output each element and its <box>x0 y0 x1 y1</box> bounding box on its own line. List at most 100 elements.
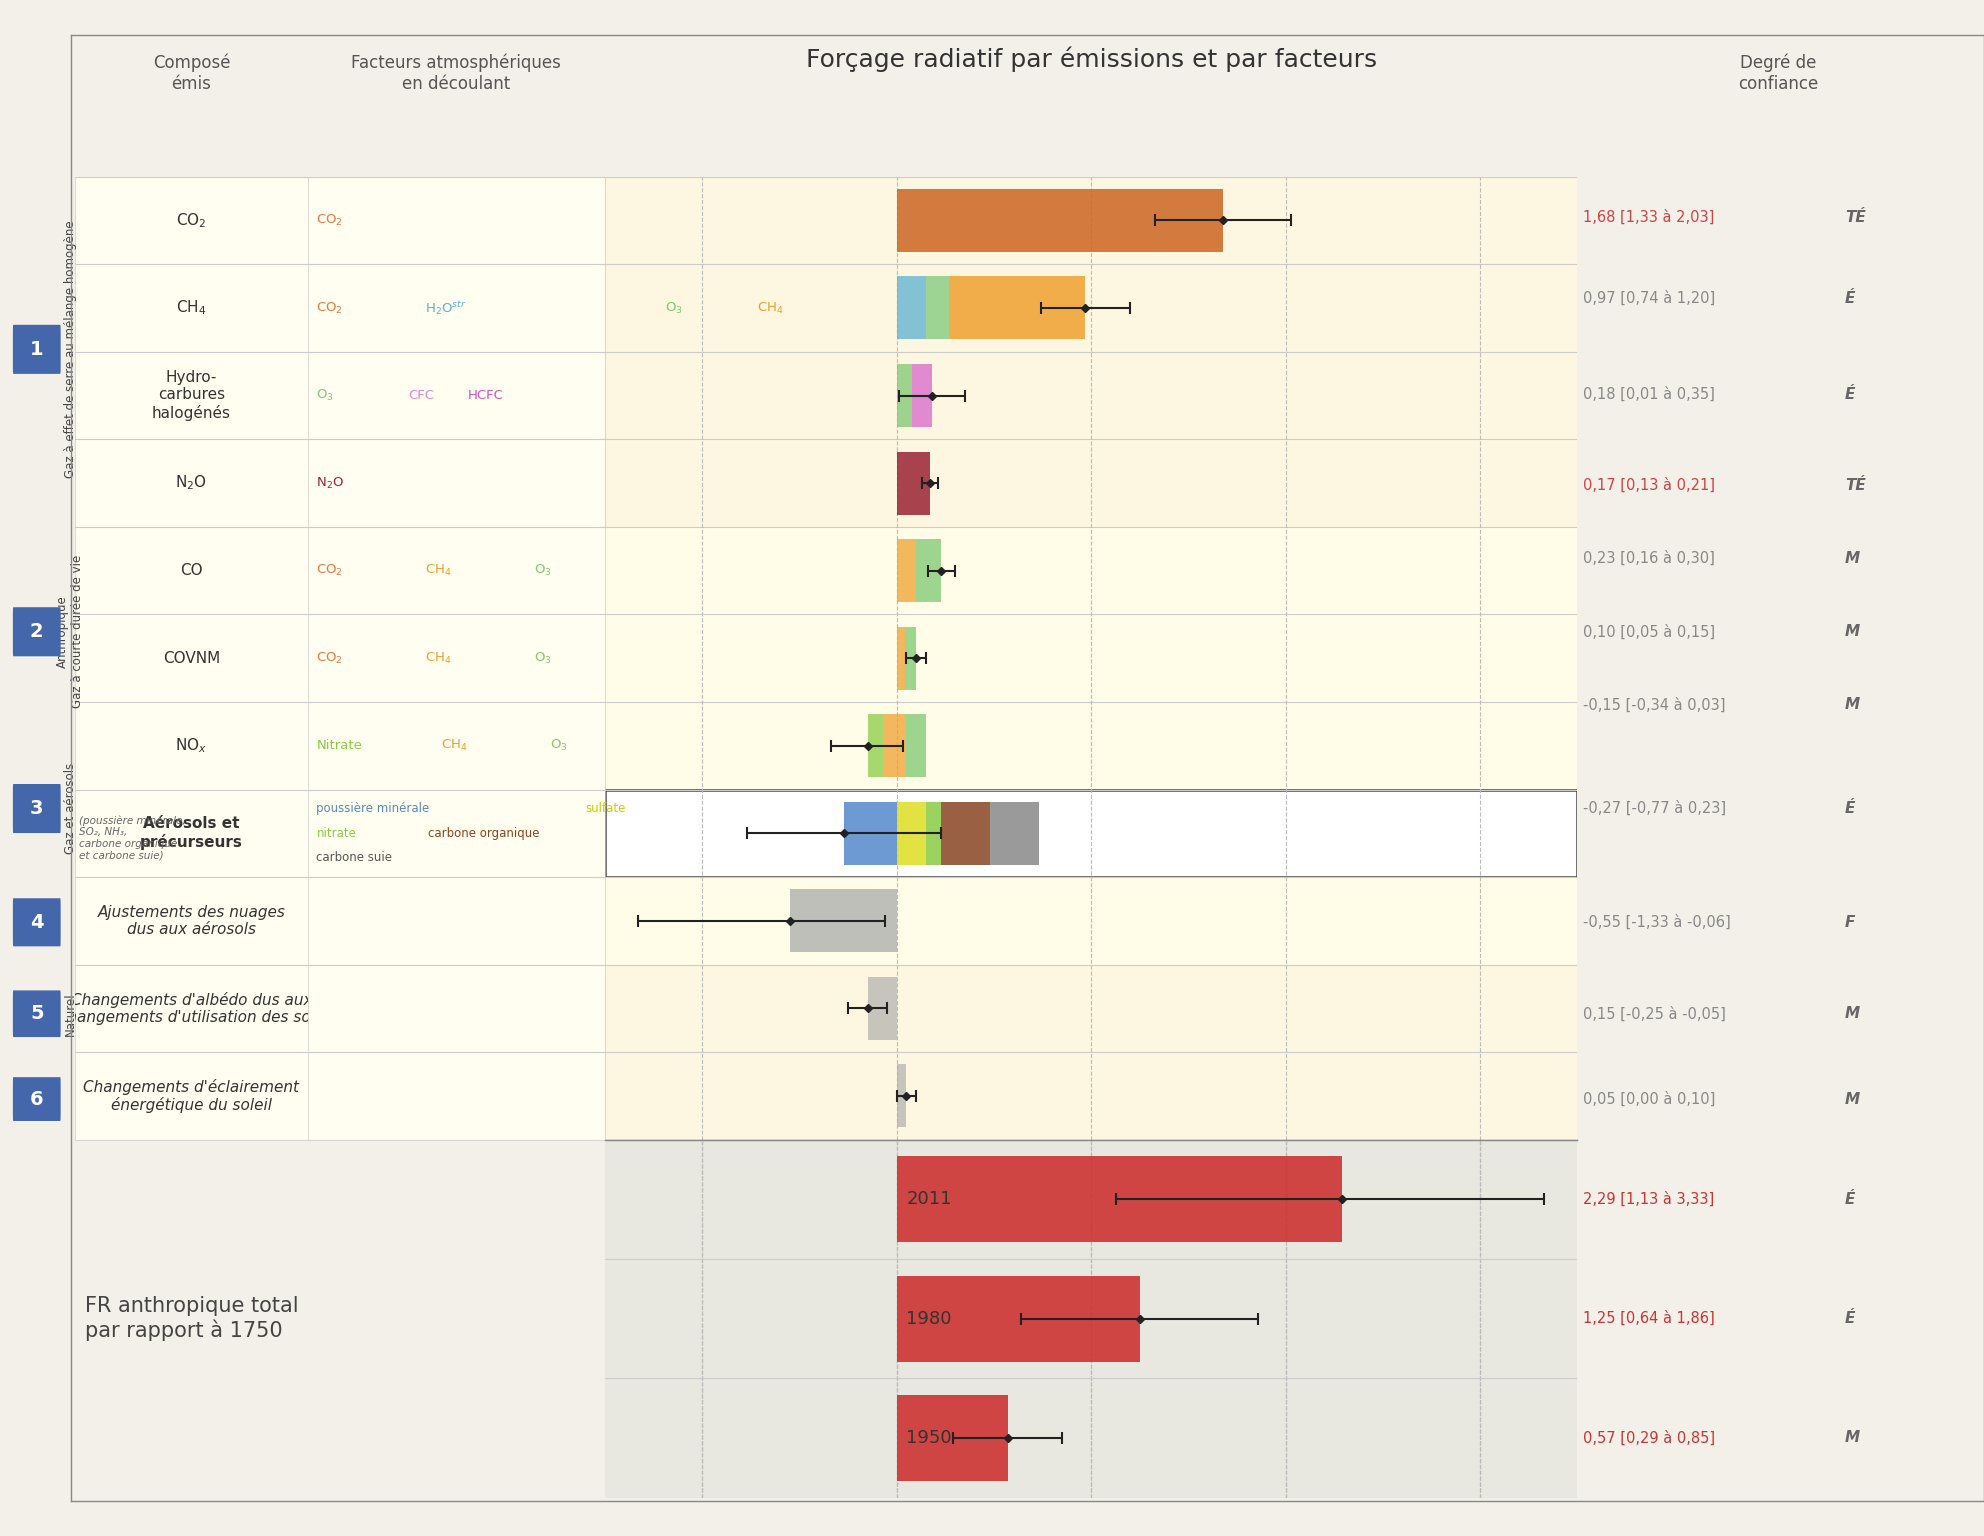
Bar <box>605 702 1577 790</box>
Text: 1980: 1980 <box>907 1310 952 1327</box>
Bar <box>927 276 948 339</box>
Text: 6: 6 <box>30 1089 44 1109</box>
Text: Degré de
confiance: Degré de confiance <box>1738 54 1819 94</box>
Bar <box>897 276 927 339</box>
Bar <box>913 364 932 427</box>
Text: 0,97 [0,74 à 1,20]: 0,97 [0,74 à 1,20] <box>1583 290 1716 306</box>
Text: F: F <box>1845 915 1855 929</box>
Text: Changements d'éclairement
énergétique du soleil: Changements d'éclairement énergétique du… <box>83 1078 300 1114</box>
Text: 0,23 [0,16 à 0,30]: 0,23 [0,16 à 0,30] <box>1583 551 1714 567</box>
Text: Gaz et aérosols: Gaz et aérosols <box>63 763 77 854</box>
Text: 0,15 [-0,25 à -0,05]: 0,15 [-0,25 à -0,05] <box>1583 1006 1726 1021</box>
Bar <box>790 889 897 952</box>
Text: sulfate: sulfate <box>585 802 625 816</box>
Text: H$_2$O$^{str}$: H$_2$O$^{str}$ <box>425 300 466 316</box>
FancyBboxPatch shape <box>12 991 62 1037</box>
Text: Gaz à effet de serre au mélange homogène: Gaz à effet de serre au mélange homogène <box>63 221 77 478</box>
FancyBboxPatch shape <box>12 899 62 946</box>
Text: O$_3$: O$_3$ <box>665 301 682 315</box>
Text: COVNM: COVNM <box>163 651 220 665</box>
Bar <box>917 539 942 602</box>
Text: NO$_x$: NO$_x$ <box>175 736 208 756</box>
Text: M: M <box>1845 1092 1861 1106</box>
Text: TÉ: TÉ <box>1845 210 1865 224</box>
Text: M: M <box>1845 1006 1861 1021</box>
Text: CH$_4$: CH$_4$ <box>425 564 452 578</box>
Text: 0,10 [0,05 à 0,15]: 0,10 [0,05 à 0,15] <box>1583 624 1716 639</box>
Text: TÉ: TÉ <box>1845 478 1865 493</box>
Text: carbone organique: carbone organique <box>429 826 540 840</box>
Bar <box>897 364 913 427</box>
FancyBboxPatch shape <box>12 324 62 373</box>
Text: CO$_2$: CO$_2$ <box>315 301 343 315</box>
Bar <box>927 802 942 865</box>
Bar <box>897 189 1224 252</box>
Text: CH$_4$: CH$_4$ <box>425 651 452 665</box>
Bar <box>942 802 990 865</box>
Bar <box>905 627 917 690</box>
Text: O$_3$: O$_3$ <box>534 651 552 665</box>
Text: É: É <box>1845 802 1855 816</box>
Text: É: É <box>1845 1192 1855 1207</box>
Bar <box>605 527 1577 614</box>
FancyBboxPatch shape <box>12 607 62 656</box>
Bar <box>883 714 907 777</box>
Text: CFC: CFC <box>409 389 434 402</box>
Text: N$_2$O: N$_2$O <box>315 476 345 490</box>
Text: Naturel: Naturel <box>63 992 77 1035</box>
Text: 0,05 [0,00 à 0,10]: 0,05 [0,00 à 0,10] <box>1583 1092 1716 1106</box>
Bar <box>897 802 927 865</box>
Text: Nitrate: Nitrate <box>315 739 363 753</box>
Text: É: É <box>1845 1312 1855 1326</box>
Text: É: É <box>1845 387 1855 401</box>
Text: 0,57 [0,29 à 0,85]: 0,57 [0,29 à 0,85] <box>1583 1430 1716 1445</box>
Text: M: M <box>1845 697 1861 713</box>
Text: 2,29 [1,13 à 3,33]: 2,29 [1,13 à 3,33] <box>1583 1192 1714 1207</box>
Text: (poussière minérale,
SO₂, NH₃,
carbone organique
et carbone suie): (poussière minérale, SO₂, NH₃, carbone o… <box>79 816 186 860</box>
Bar <box>897 539 917 602</box>
Text: -0,27 [-0,77 à 0,23]: -0,27 [-0,77 à 0,23] <box>1583 800 1726 816</box>
Text: 1,25 [0,64 à 1,86]: 1,25 [0,64 à 1,86] <box>1583 1312 1714 1326</box>
Text: 5: 5 <box>30 1005 44 1023</box>
Text: 1950: 1950 <box>907 1428 952 1447</box>
X-axis label: Forçage radiatif par rapport à 1750 (W m⁻²): Forçage radiatif par rapport à 1750 (W m… <box>877 1178 1305 1198</box>
Text: M: M <box>1845 551 1861 567</box>
Text: poussière minérale: poussière minérale <box>315 802 431 816</box>
Text: 2011: 2011 <box>907 1190 952 1209</box>
Bar <box>605 352 1577 439</box>
Text: Changements d'albédo dus aux
changements d'utilisation des sols: Changements d'albédo dus aux changements… <box>60 992 323 1025</box>
Text: Composé
émis: Composé émis <box>153 54 230 94</box>
Text: Facteurs atmosphériques
en découlant: Facteurs atmosphériques en découlant <box>351 54 561 94</box>
Text: M: M <box>1845 624 1861 639</box>
Bar <box>605 177 1577 264</box>
Bar <box>605 790 1577 877</box>
Text: É: É <box>1845 290 1855 306</box>
Bar <box>897 627 905 690</box>
Bar <box>605 1052 1577 1140</box>
Bar <box>897 452 930 515</box>
Bar <box>867 977 897 1040</box>
Text: O$_3$: O$_3$ <box>534 564 552 578</box>
Text: Aérosols et
précurseurs: Aérosols et précurseurs <box>141 817 242 849</box>
Text: 0,17 [0,13 à 0,21]: 0,17 [0,13 à 0,21] <box>1583 478 1716 493</box>
Text: -0,55 [-1,33 à -0,06]: -0,55 [-1,33 à -0,06] <box>1583 915 1730 929</box>
Bar <box>897 1064 907 1127</box>
Text: 1,68 [1,33 à 2,03]: 1,68 [1,33 à 2,03] <box>1583 210 1714 224</box>
Bar <box>948 276 1085 339</box>
Bar <box>907 714 927 777</box>
Text: CO$_2$: CO$_2$ <box>315 214 343 227</box>
Text: M: M <box>1845 1430 1861 1445</box>
Bar <box>605 965 1577 1052</box>
Bar <box>605 264 1577 352</box>
Text: -0,15 [-0,34 à 0,03]: -0,15 [-0,34 à 0,03] <box>1583 697 1726 713</box>
Text: CO$_2$: CO$_2$ <box>315 651 343 665</box>
Bar <box>897 1395 1008 1481</box>
Text: HCFC: HCFC <box>468 389 504 402</box>
Text: CH$_4$: CH$_4$ <box>758 301 784 315</box>
Text: Hydro-
carbures
halogénés: Hydro- carbures halogénés <box>153 370 230 421</box>
Text: 0,18 [0,01 à 0,35]: 0,18 [0,01 à 0,35] <box>1583 387 1714 401</box>
Bar <box>605 439 1577 527</box>
Text: carbone suie: carbone suie <box>315 851 393 865</box>
Text: 4: 4 <box>30 912 44 932</box>
Bar <box>867 714 883 777</box>
